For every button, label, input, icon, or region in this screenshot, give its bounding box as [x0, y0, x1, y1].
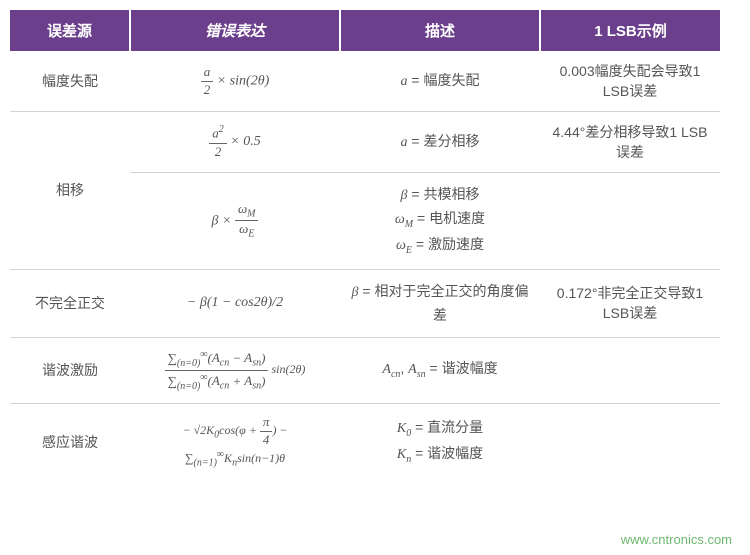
- cell-expression: ∑(n=0)∞(Acn − Asn)∑(n=0)∞(Acn + Asn) sin…: [130, 337, 340, 403]
- cell-source: 幅度失配: [10, 51, 130, 112]
- table-row: 相移a22 × 0.5a = 差分相移4.44°差分相移导致1 LSB误差: [10, 112, 720, 173]
- cell-description: β = 共模相移ωM = 电机速度ωE = 激励速度: [340, 173, 540, 270]
- header-source: 误差源: [10, 10, 130, 51]
- error-source-table: 误差源 错误表达 描述 1 LSB示例 幅度失配a2 × sin(2θ)a = …: [10, 10, 720, 480]
- cell-example: [540, 403, 720, 480]
- header-expression: 错误表达: [130, 10, 340, 51]
- table-body: 幅度失配a2 × sin(2θ)a = 幅度失配0.003幅度失配会导致1 LS…: [10, 51, 720, 480]
- cell-description: a = 幅度失配: [340, 51, 540, 112]
- table-row: 感应谐波− √2K0cos(φ + π4) − ∑(n=1)∞Knsin(n−1…: [10, 403, 720, 480]
- cell-expression: − β(1 − cos2θ)/2: [130, 269, 340, 337]
- cell-source: 相移: [10, 112, 130, 270]
- cell-description: Acn, Asn = 谐波幅度: [340, 337, 540, 403]
- cell-expression: a2 × sin(2θ): [130, 51, 340, 112]
- cell-expression: β × ωMωE: [130, 173, 340, 270]
- cell-example: [540, 337, 720, 403]
- cell-example: 4.44°差分相移导致1 LSB误差: [540, 112, 720, 173]
- cell-source: 谐波激励: [10, 337, 130, 403]
- cell-description: K0 = 直流分量Kn = 谐波幅度: [340, 403, 540, 480]
- cell-example: [540, 173, 720, 270]
- header-example: 1 LSB示例: [540, 10, 720, 51]
- table-row: 不完全正交− β(1 − cos2θ)/2β = 相对于完全正交的角度偏差0.1…: [10, 269, 720, 337]
- cell-source: 感应谐波: [10, 403, 130, 480]
- header-row: 误差源 错误表达 描述 1 LSB示例: [10, 10, 720, 51]
- cell-example: 0.003幅度失配会导致1 LSB误差: [540, 51, 720, 112]
- cell-expression: − √2K0cos(φ + π4) − ∑(n=1)∞Knsin(n−1)θ: [130, 403, 340, 480]
- cell-description: a = 差分相移: [340, 112, 540, 173]
- table-row: 幅度失配a2 × sin(2θ)a = 幅度失配0.003幅度失配会导致1 LS…: [10, 51, 720, 112]
- cell-description: β = 相对于完全正交的角度偏差: [340, 269, 540, 337]
- table-row: 谐波激励∑(n=0)∞(Acn − Asn)∑(n=0)∞(Acn + Asn)…: [10, 337, 720, 403]
- cell-source: 不完全正交: [10, 269, 130, 337]
- header-description: 描述: [340, 10, 540, 51]
- cell-example: 0.172°非完全正交导致1 LSB误差: [540, 269, 720, 337]
- cell-expression: a22 × 0.5: [130, 112, 340, 173]
